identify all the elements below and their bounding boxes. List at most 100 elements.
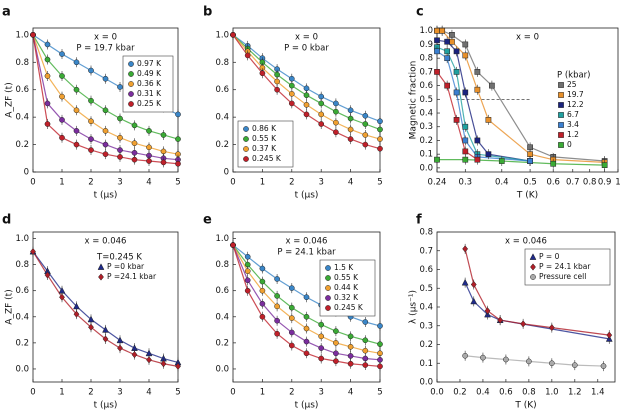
data-point	[146, 128, 152, 134]
x-tick-label: 0.9	[598, 178, 612, 188]
y-tick-label: 0.8	[215, 58, 229, 68]
data-point	[116, 336, 124, 344]
data-point	[434, 37, 440, 44]
data-point	[59, 51, 65, 57]
data-point	[274, 293, 280, 299]
y-tick-label: 0.8	[15, 58, 29, 68]
data-point	[259, 313, 266, 320]
data-point	[377, 323, 383, 329]
y-tick-label: 0.8	[15, 260, 29, 270]
legend-label: 0.97 K	[137, 59, 162, 68]
legend: 1.5 K0.55 K0.44 K0.32 K0.245 K	[319, 259, 376, 317]
legend-marker	[98, 273, 104, 281]
data-point	[244, 52, 251, 59]
data-point	[131, 140, 138, 147]
x-tick-label: 3	[318, 388, 323, 398]
data-point	[474, 156, 481, 163]
y-tick-label: 1.0	[215, 30, 229, 40]
data-point	[347, 115, 354, 122]
y-tick-label: 0.2	[15, 140, 29, 150]
x-tick-label: 0	[30, 178, 35, 188]
data-point	[318, 345, 325, 351]
x-tick-label: 0.5	[523, 178, 537, 188]
data-point	[600, 363, 607, 369]
data-point	[377, 118, 383, 125]
data-point	[489, 82, 495, 89]
x-tick-label: 0.0	[430, 388, 444, 398]
data-point	[88, 118, 94, 125]
x-tick-label: 4	[146, 178, 151, 188]
legend-label: 0.86 K	[252, 124, 277, 133]
legend-label: 1.5 K	[334, 263, 354, 272]
data-point	[30, 247, 36, 256]
data-point	[102, 107, 109, 114]
data-point	[244, 268, 251, 274]
x-tick-label: 2	[88, 388, 93, 398]
data-point	[146, 144, 152, 151]
panel-letter: e	[203, 213, 212, 228]
x-tick-label: 1.0	[545, 388, 559, 398]
data-point	[485, 117, 492, 123]
y-tick-label: 0.3	[419, 122, 433, 132]
data-point	[434, 156, 440, 163]
plot-frame	[32, 27, 179, 173]
data-point	[59, 134, 65, 141]
data-point	[88, 136, 94, 142]
data-point	[453, 48, 460, 55]
data-point	[303, 313, 310, 320]
x-tick-label: 1	[615, 178, 620, 188]
data-point	[484, 307, 491, 315]
data-point	[520, 320, 527, 328]
data-point	[362, 347, 369, 354]
annotation: x = 0.046	[85, 237, 127, 247]
x-tick-label: 0.8	[583, 178, 597, 188]
data-point	[434, 27, 440, 34]
data-point	[88, 97, 94, 104]
data-point	[160, 159, 167, 166]
legend-label: 0.32 K	[334, 293, 359, 302]
legend-box	[553, 67, 613, 153]
plot-frame	[32, 231, 179, 383]
x-tick-label: 2	[88, 178, 93, 188]
data-point	[362, 112, 369, 119]
legend-label: P = 0	[539, 252, 560, 261]
legend-label: 0.36 K	[137, 79, 162, 88]
data-point	[434, 69, 440, 75]
data-point	[333, 358, 339, 364]
data-point	[117, 154, 123, 160]
y-tick-label: 0.6	[215, 85, 229, 95]
legend-label: 0.31 K	[137, 89, 162, 98]
x-tick-label: 0.6	[546, 178, 560, 188]
data-point	[117, 147, 123, 153]
data-point	[259, 278, 266, 285]
y-tick-label: 0.5	[419, 95, 433, 105]
legend-label: 19.7	[567, 90, 584, 99]
data-point	[444, 82, 451, 89]
y-tick-label: 0.4	[419, 109, 433, 119]
x-tick-label: 2	[289, 178, 294, 188]
legend-marker	[325, 305, 331, 311]
data-point	[102, 151, 109, 158]
data-point	[462, 148, 469, 155]
legend-label: P =0 kbar	[107, 262, 145, 271]
legend-label: 0.25 K	[137, 99, 162, 108]
x-tick-label: 1.2	[568, 388, 582, 398]
y-tick-label: 0.2	[15, 338, 29, 348]
data-point	[377, 136, 383, 142]
x-tick-label: 1	[59, 388, 64, 398]
data-point	[288, 329, 295, 336]
data-point	[449, 38, 455, 45]
data-point	[117, 84, 123, 90]
data-point	[44, 56, 51, 63]
data-point	[462, 156, 469, 163]
data-point	[462, 123, 469, 130]
data-point	[377, 145, 383, 152]
data-point	[497, 316, 504, 324]
data-point	[377, 126, 383, 133]
data-point	[303, 338, 310, 345]
legend-marker	[128, 71, 134, 77]
y-tick-label: 1.0	[15, 30, 29, 40]
data-point	[102, 335, 109, 343]
legend-marker	[558, 132, 564, 138]
